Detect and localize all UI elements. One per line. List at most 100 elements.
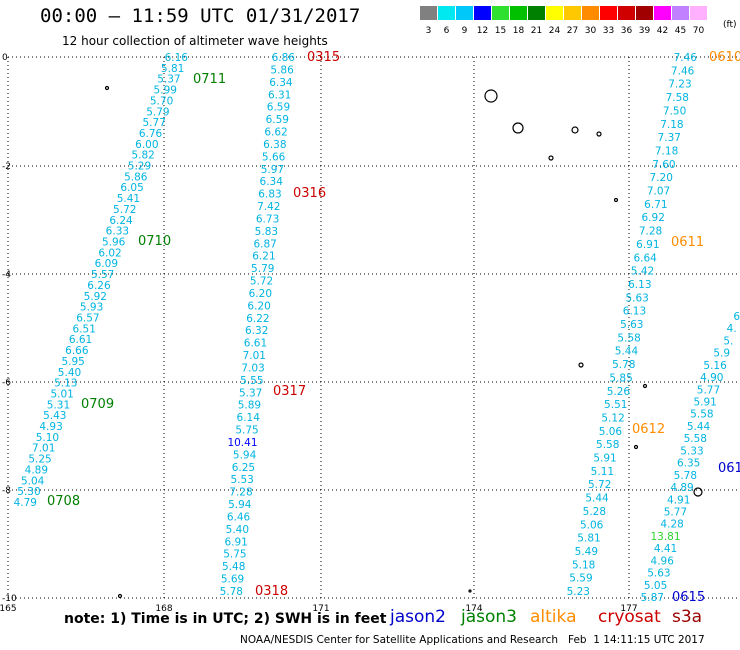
wave-height-value: 5.78 <box>612 359 635 371</box>
y-tick-label: -8 <box>2 486 11 496</box>
wave-height-value: 5.97 <box>261 164 284 176</box>
island-shape <box>571 126 579 134</box>
wave-height-value: 6.05 <box>120 182 143 194</box>
island-shape <box>117 593 123 599</box>
wave-height-value: 6.13 <box>623 306 646 318</box>
pass-label: 0315 <box>307 50 340 65</box>
footnote: note: 1) Time is in UTC; 2) SWH is in fe… <box>64 611 387 627</box>
wave-height-value: 7.07 <box>647 186 670 198</box>
wave-height-value: 5.72 <box>250 276 273 288</box>
pass-label: 0711 <box>193 72 226 87</box>
wave-height-value: 6.20 <box>249 288 272 300</box>
wave-height-value: 7.42 <box>257 201 280 213</box>
wave-height-value: 5.44 <box>585 493 609 505</box>
wave-height-value: 5.87 <box>641 592 664 604</box>
wave-height-value: 5.58 <box>690 409 713 421</box>
wave-height-value: 6.73 <box>256 213 279 225</box>
map-title: 00:00 – 11:59 UTC 01/31/2017 <box>40 5 361 27</box>
wave-height-value: 6.21 <box>252 251 275 263</box>
wave-height-value: 6.26 <box>87 280 111 292</box>
wave-height-value: 5.66 <box>262 151 286 163</box>
colorbar-swatch <box>636 6 653 20</box>
pass-label: 0612 <box>632 422 665 437</box>
x-tick-label: 168 <box>155 604 172 614</box>
wave-height-value: 5.94 <box>228 499 252 511</box>
wave-height-value: 5.30 <box>17 486 40 498</box>
wave-height-value: 4.28 <box>660 519 683 531</box>
wave-height-value: 5.12 <box>601 412 624 424</box>
wave-height-value: 7.18 <box>655 145 678 157</box>
wave-height-value: 5.69 <box>221 574 244 586</box>
wave-height-value: 5.77 <box>143 117 166 129</box>
colorbar-label: 42 <box>656 26 669 36</box>
wave-height-value: 5.78 <box>220 586 243 598</box>
wave-height-value: 5.79 <box>146 106 169 118</box>
wave-height-value: 4.41 <box>654 543 677 555</box>
colorbar-label: 12 <box>476 26 489 36</box>
wave-height-value: 5.01 <box>50 388 73 400</box>
colorbar-swatch <box>582 6 599 20</box>
wave-height-value: 5.63 <box>647 568 670 580</box>
wave-height-value: 5.72 <box>113 204 136 216</box>
colorbar-label: 18 <box>512 26 525 36</box>
colorbar-label: 21 <box>530 26 543 36</box>
wave-height-value: 5.23 <box>567 586 590 598</box>
pass-label: 0709 <box>81 397 114 412</box>
wave-height-value: 5.92 <box>84 291 107 303</box>
wave-height-value: 7.28 <box>229 487 252 499</box>
wave-height-value: 5.91 <box>693 397 716 409</box>
wave-height-value: 5.44 <box>687 421 711 433</box>
wave-height-value: 5.99 <box>154 85 177 97</box>
colorbar-swatch <box>510 6 527 20</box>
island-shape <box>548 155 554 161</box>
wave-height-value: 5.51 <box>604 399 627 411</box>
wave-height-value: 7.23 <box>668 79 691 91</box>
wave-height-value: 5.9 <box>713 348 730 360</box>
wave-height-value: 7.01 <box>243 350 266 362</box>
wave-height-value: 6.09 <box>95 258 118 270</box>
wave-height-value: 5.05 <box>644 580 667 592</box>
altimeter-tracks: 6.165.815.375.995.705.795.776.766.005.82… <box>14 52 740 604</box>
wave-height-value: 5.77 <box>697 384 720 396</box>
wave-height-value: 6.86 <box>272 52 296 64</box>
colorbar-label: 9 <box>461 26 468 36</box>
wave-height-value: 6.62 <box>264 127 287 139</box>
wave-height-value: 5.10 <box>36 432 59 444</box>
wave-height-value: 5. <box>723 335 733 347</box>
colorbar-swatch <box>690 6 707 20</box>
y-tick-label: 0 <box>2 53 8 63</box>
colorbar-swatch <box>474 6 491 20</box>
wave-height-value: 5.96 <box>102 237 126 249</box>
island-shape <box>578 362 584 368</box>
wave-height-value: 5.40 <box>58 367 81 379</box>
colorbar-label: 27 <box>566 26 579 36</box>
wave-height-value: 5.42 <box>631 266 654 278</box>
wave-height-value: 6.71 <box>644 199 667 211</box>
wave-height-value: 5.75 <box>235 425 258 437</box>
wave-height-value: 5.48 <box>222 561 245 573</box>
wave-height-value: 6.16 <box>165 52 189 64</box>
pass-label: 0708 <box>47 494 80 509</box>
colorbar-swatch <box>546 6 563 20</box>
wave-height-value: 6.46 <box>227 511 251 523</box>
wave-height-value: 6.87 <box>253 238 276 250</box>
wave-height-value: 6.20 <box>247 300 270 312</box>
wave-height-value: 5.78 <box>674 470 697 482</box>
colorbar-swatch <box>456 6 473 20</box>
legend-jason3: jason3 <box>461 607 517 627</box>
colorbar-swatch <box>528 6 545 20</box>
wave-height-value: 6.35 <box>677 458 700 470</box>
island-shape <box>512 122 524 134</box>
wave-height-value: 7.01 <box>32 443 55 455</box>
x-tick-label: 165 <box>0 604 17 614</box>
wave-height-value: 6.34 <box>269 77 293 89</box>
wave-height-value: 5.89 <box>238 400 261 412</box>
pass-label: 0316 <box>293 186 326 201</box>
island-shape <box>642 383 648 389</box>
colorbar-swatch <box>600 6 617 20</box>
wave-height-value: 5.13 <box>54 378 77 390</box>
wave-height-value: 6.59 <box>267 102 290 114</box>
colorbar-label: 70 <box>692 26 705 36</box>
wave-height-value: 6.33 <box>106 226 129 238</box>
wave-height-value: 4.91 <box>667 494 690 506</box>
